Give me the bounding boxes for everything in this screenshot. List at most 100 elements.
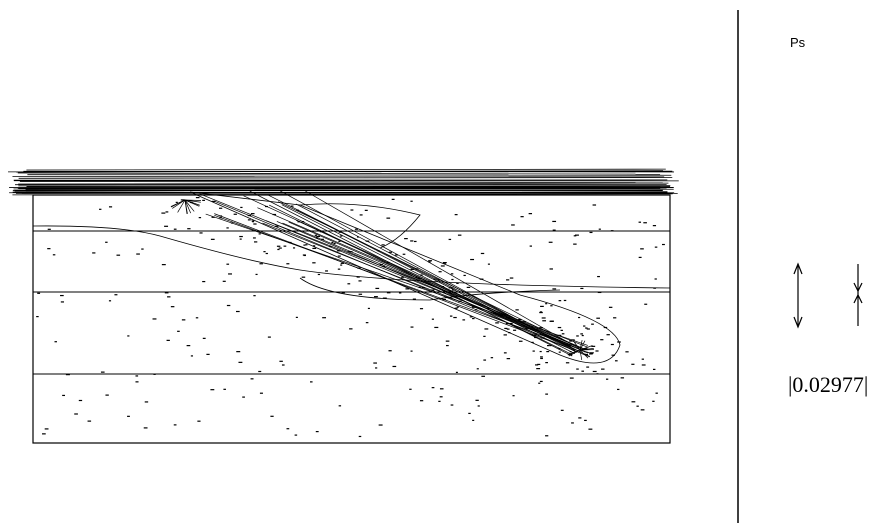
dot — [253, 223, 257, 225]
dot — [127, 415, 130, 417]
dot — [536, 368, 541, 370]
dot — [388, 251, 393, 253]
dot — [588, 428, 593, 430]
dot — [640, 409, 645, 411]
dot — [312, 262, 316, 264]
dot — [560, 329, 563, 331]
dot — [373, 362, 377, 364]
dot — [419, 400, 424, 402]
dot — [539, 311, 543, 314]
dot — [576, 368, 579, 370]
dot — [325, 270, 329, 272]
dot — [87, 420, 92, 422]
dot — [560, 409, 564, 411]
dot — [487, 263, 490, 265]
dot — [617, 388, 620, 391]
dot — [166, 339, 170, 341]
dot — [589, 231, 593, 234]
dot — [462, 319, 466, 321]
dot — [518, 340, 523, 342]
dot — [402, 253, 406, 255]
dot — [374, 296, 378, 298]
dot — [490, 357, 494, 359]
dot — [608, 306, 613, 308]
dot — [211, 216, 215, 218]
surface-ray — [26, 168, 666, 171]
dot — [431, 318, 434, 320]
dot — [392, 365, 397, 368]
dot — [441, 285, 445, 288]
dot — [36, 315, 39, 318]
surface-ray — [12, 191, 668, 194]
dot — [531, 326, 534, 328]
burst-ray — [579, 340, 583, 351]
dot — [264, 205, 269, 208]
surface-ray — [19, 181, 663, 184]
dot — [349, 328, 353, 330]
dot — [552, 220, 557, 223]
dot — [475, 399, 479, 401]
dot — [466, 286, 471, 289]
dot — [180, 199, 185, 201]
surface-ray — [23, 170, 675, 173]
dot — [379, 264, 383, 266]
dot — [448, 287, 452, 289]
dot — [518, 318, 522, 321]
dot — [44, 428, 49, 430]
dot — [202, 199, 205, 201]
dot — [337, 255, 341, 257]
dot — [446, 344, 449, 347]
dot — [365, 240, 370, 242]
dot — [539, 311, 543, 313]
dot — [279, 360, 283, 362]
dot — [338, 231, 342, 233]
dot — [549, 268, 553, 270]
dot — [388, 350, 392, 352]
dot — [583, 348, 588, 350]
dot — [127, 335, 130, 337]
scale-value: |0.02977| — [788, 372, 868, 397]
dot — [515, 309, 519, 311]
dot — [638, 221, 642, 223]
dot — [47, 248, 51, 250]
dot — [606, 334, 610, 336]
dot — [596, 317, 600, 319]
dot — [470, 258, 475, 261]
dot — [144, 401, 149, 403]
scale-arrow — [853, 264, 863, 326]
dot — [226, 263, 230, 265]
model-box — [32, 194, 671, 444]
dot — [542, 320, 547, 322]
dot — [315, 237, 319, 239]
dot — [252, 237, 256, 239]
dot — [195, 317, 199, 319]
dot — [250, 378, 254, 380]
dot — [620, 377, 625, 379]
dot — [631, 363, 635, 365]
dot — [565, 362, 570, 364]
dot — [506, 317, 511, 319]
dot — [509, 277, 514, 279]
dot — [219, 217, 223, 219]
dot — [450, 273, 454, 275]
dot — [78, 399, 83, 402]
interface — [32, 225, 671, 289]
dot — [652, 400, 655, 402]
dot — [235, 310, 240, 313]
dot — [136, 253, 140, 255]
dot — [483, 359, 487, 361]
dot — [314, 234, 317, 236]
dot — [272, 213, 277, 216]
dot — [409, 388, 412, 390]
dot — [546, 344, 550, 347]
dot — [475, 309, 478, 311]
dot — [357, 267, 361, 269]
dot — [247, 219, 251, 221]
dot — [532, 334, 537, 336]
dot — [338, 240, 341, 242]
dot — [333, 242, 336, 245]
dot — [532, 350, 535, 352]
dot — [259, 392, 263, 394]
dot — [391, 198, 395, 200]
dot — [265, 252, 268, 255]
